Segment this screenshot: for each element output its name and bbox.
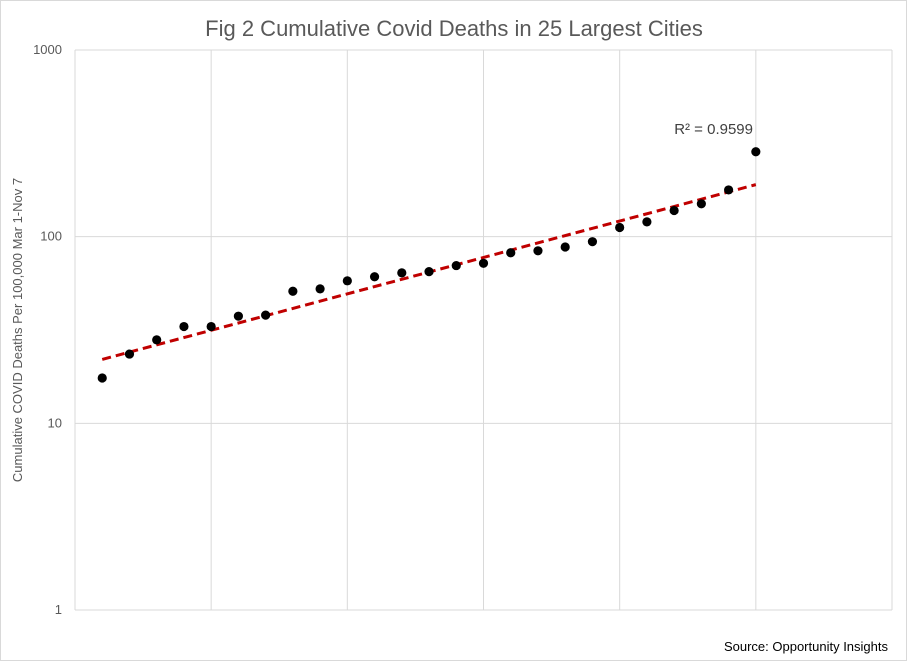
chart-title: Fig 2 Cumulative Covid Deaths in 25 Larg… [205, 16, 703, 41]
data-point [451, 260, 461, 271]
y-tick-label: 1 [55, 602, 62, 617]
y-tick-label: 100 [40, 229, 62, 244]
y-tick-label: 10 [48, 415, 62, 430]
data-point [751, 147, 761, 157]
data-point [97, 373, 107, 383]
data-point [206, 321, 216, 332]
data-point [152, 335, 162, 345]
data-point [724, 185, 734, 195]
data-point [288, 286, 298, 296]
y-axis-ticks: 1 10 100 1000 [33, 42, 62, 617]
data-point [424, 266, 434, 277]
data-point [179, 321, 189, 332]
data-point [478, 258, 489, 268]
data-point [342, 276, 352, 286]
gridlines [74, 49, 893, 611]
y-axis-label: Cumulative COVID Deaths Per 100,000 Mar … [10, 178, 25, 482]
data-point [261, 310, 271, 320]
data-point [506, 248, 516, 258]
data-point [533, 246, 543, 256]
data-points [97, 147, 761, 383]
data-point [669, 205, 679, 216]
y-tick-label: 1000 [33, 42, 62, 57]
data-point [615, 222, 625, 233]
data-point [642, 217, 652, 227]
data-point [315, 284, 325, 294]
data-point [560, 242, 570, 252]
data-point [369, 272, 380, 282]
data-point [696, 199, 706, 209]
data-point [397, 268, 407, 278]
r-squared-label: R² = 0.9599 [674, 121, 753, 138]
data-point [124, 349, 135, 359]
source-note: Source: Opportunity Insights [724, 639, 889, 654]
data-point [233, 311, 243, 321]
data-point [587, 237, 598, 247]
